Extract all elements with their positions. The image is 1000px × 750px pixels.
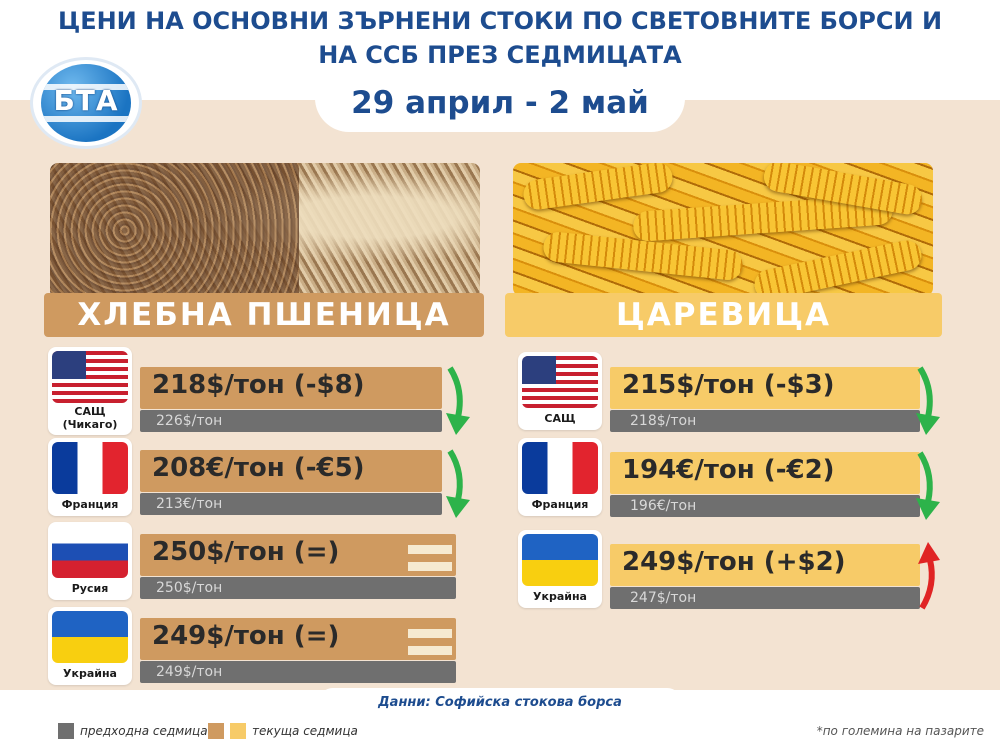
russia-flag xyxy=(52,526,128,578)
country-label: Франция xyxy=(61,498,119,511)
wheat-heading: ХЛЕБНА ПШЕНИЦА xyxy=(44,293,484,337)
up-arrow-icon xyxy=(918,542,940,610)
country-label: САЩ xyxy=(74,405,106,418)
logo-text: БТА xyxy=(53,84,119,117)
corn-heading: ЦАРЕВИЦА xyxy=(505,293,942,337)
current-price: 208€/тон (-€5) xyxy=(152,453,365,483)
week-date: 29 април - 2 май xyxy=(351,85,649,121)
country-label: САЩ xyxy=(544,412,576,425)
previous-price: 249$/тон xyxy=(156,664,223,680)
previous-price: 247$/тон xyxy=(630,590,697,606)
current-price: 250$/тон (=) xyxy=(152,537,340,567)
date-box xyxy=(315,62,685,132)
down-arrow-icon xyxy=(446,449,470,518)
flag-card: Украйна xyxy=(518,530,602,608)
current-price: 249$/тон (+$2) xyxy=(622,547,846,577)
flag-card: САЩ (Чикаго) xyxy=(48,347,132,435)
country-label: Украйна xyxy=(533,590,587,603)
ukraine-flag xyxy=(52,611,128,663)
wheat-photo xyxy=(50,163,480,298)
previous-price: 218$/тон xyxy=(630,413,697,429)
flag-card: Франция xyxy=(518,438,602,516)
page-title: ЦЕНИ НА ОСНОВНИ ЗЪРНЕНИ СТОКИ ПО СВЕТОВН… xyxy=(0,4,1000,72)
previous-price: 213€/тон xyxy=(156,496,223,512)
down-arrow-icon xyxy=(916,451,940,520)
previous-price: 196€/тон xyxy=(630,498,697,514)
title-line-1: ЦЕНИ НА ОСНОВНИ ЗЪРНЕНИ СТОКИ ПО СВЕТОВН… xyxy=(57,7,943,35)
previous-price: 250$/тон xyxy=(156,580,223,596)
country-label: Франция xyxy=(531,498,589,511)
down-arrow-icon xyxy=(446,366,470,435)
us-flag xyxy=(52,351,128,403)
legend-previous-swatch xyxy=(58,723,74,739)
footnote: *по големина на пазарите xyxy=(816,724,984,738)
corn-photo xyxy=(513,163,933,296)
legend-current-label: текуща седмица xyxy=(252,724,358,738)
current-price: 194€/тон (-€2) xyxy=(622,455,835,485)
data-source: Данни: Софийска стокова борса xyxy=(318,688,682,718)
country-sublabel: (Чикаго) xyxy=(62,418,118,431)
country-label: Русия xyxy=(71,582,109,595)
current-price: 215$/тон (-$3) xyxy=(622,370,835,400)
bta-logo: БТА xyxy=(30,57,142,149)
flag-card: Франция xyxy=(48,438,132,516)
legend-corn-swatch xyxy=(230,723,246,739)
down-arrow-icon xyxy=(916,366,940,435)
france-flag xyxy=(522,442,598,494)
previous-price: 226$/тон xyxy=(156,413,223,429)
flag-card: Русия xyxy=(48,522,132,600)
flag-card: Украйна xyxy=(48,607,132,685)
title-line-2: НА ССБ ПРЕЗ СЕДМИЦАТА xyxy=(318,41,682,69)
ukraine-flag xyxy=(522,534,598,586)
flag-card: САЩ xyxy=(518,352,602,430)
current-price: 218$/тон (-$8) xyxy=(152,370,365,400)
legend-wheat-swatch xyxy=(208,723,224,739)
us-flag xyxy=(522,356,598,408)
globe-icon xyxy=(41,64,131,142)
country-label: Украйна xyxy=(63,667,117,680)
current-price: 249$/тон (=) xyxy=(152,621,340,651)
france-flag xyxy=(52,442,128,494)
legend-previous-label: предходна седмица xyxy=(80,724,208,738)
